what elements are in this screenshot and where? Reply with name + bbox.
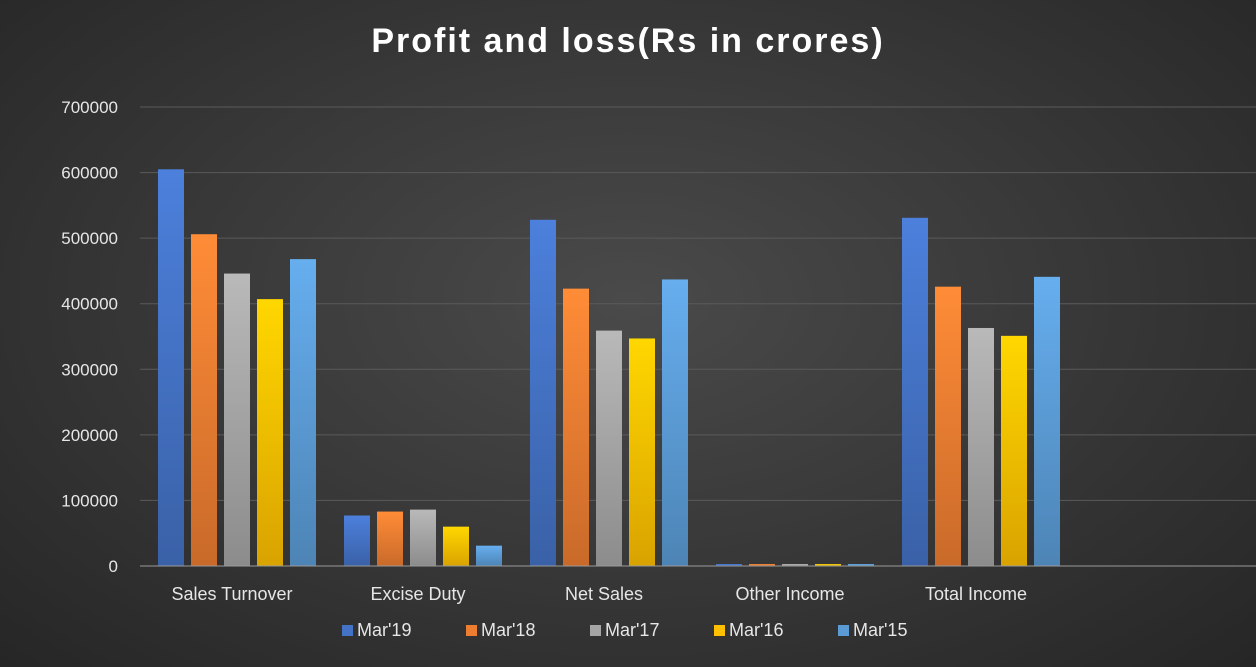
bar-mar15-sales-turnover bbox=[290, 259, 316, 566]
bar-mar16-excise-duty bbox=[443, 526, 469, 566]
y-tick-label: 500000 bbox=[61, 229, 118, 248]
legend-label: Mar'19 bbox=[357, 620, 411, 640]
x-category-label: Total Income bbox=[925, 584, 1027, 604]
y-tick-label: 600000 bbox=[61, 164, 118, 183]
legend: Mar'19 Mar'18 Mar'17 Mar'16 Mar'15 bbox=[342, 620, 907, 640]
y-tick-label: 400000 bbox=[61, 295, 118, 314]
bar-mar15-other-income bbox=[848, 564, 874, 566]
x-category-label: Sales Turnover bbox=[171, 584, 292, 604]
y-tick-label: 200000 bbox=[61, 426, 118, 445]
legend-swatch bbox=[838, 625, 849, 636]
y-tick-label: 700000 bbox=[61, 98, 118, 117]
chart-title: Profit and loss(Rs in crores) bbox=[371, 22, 884, 60]
bar-mar16-total-income bbox=[1001, 335, 1027, 566]
x-category-label: Net Sales bbox=[565, 584, 643, 604]
bar-mar16-other-income bbox=[815, 564, 841, 566]
bar-mar16-net-sales bbox=[629, 338, 655, 566]
bar-mar17-total-income bbox=[968, 327, 994, 566]
bar-mar19-sales-turnover bbox=[158, 169, 184, 567]
legend-label: Mar'17 bbox=[605, 620, 659, 640]
bar-mar18-net-sales bbox=[563, 288, 589, 566]
legend-label: Mar'16 bbox=[729, 620, 783, 640]
legend-swatch bbox=[342, 625, 353, 636]
bar-mar15-excise-duty bbox=[476, 545, 502, 566]
gridlines bbox=[140, 106, 1256, 501]
bar-mar19-total-income bbox=[902, 217, 928, 566]
y-tick-label: 100000 bbox=[61, 491, 118, 510]
bar-mar15-total-income bbox=[1034, 276, 1060, 566]
bar-mar17-other-income bbox=[782, 564, 808, 566]
bar-mar19-other-income bbox=[716, 564, 742, 566]
bars bbox=[158, 169, 1060, 567]
y-axis-ticks: 0 100000 200000 300000 400000 500000 600000 700… bbox=[61, 98, 118, 576]
legend-item: Mar'16 bbox=[714, 620, 783, 640]
legend-item: Mar'18 bbox=[466, 620, 535, 640]
legend-item: Mar'19 bbox=[342, 620, 411, 640]
x-category-label: Excise Duty bbox=[370, 584, 465, 604]
bar-mar18-other-income bbox=[749, 564, 775, 566]
legend-label: Mar'18 bbox=[481, 620, 535, 640]
bar-mar15-net-sales bbox=[662, 279, 688, 566]
bar-mar17-excise-duty bbox=[410, 509, 436, 566]
x-category-label: Other Income bbox=[735, 584, 844, 604]
bar-mar17-net-sales bbox=[596, 330, 622, 566]
bar-mar18-excise-duty bbox=[377, 511, 403, 566]
x-axis-categories: Sales Turnover Excise Duty Net Sales Other … bbox=[171, 584, 1027, 604]
y-tick-label: 0 bbox=[109, 557, 118, 576]
bar-mar19-excise-duty bbox=[344, 515, 370, 566]
legend-swatch bbox=[714, 625, 725, 636]
legend-item: Mar'17 bbox=[590, 620, 659, 640]
y-tick-label: 300000 bbox=[61, 360, 118, 379]
legend-swatch bbox=[590, 625, 601, 636]
legend-label: Mar'15 bbox=[853, 620, 907, 640]
legend-item: Mar'15 bbox=[838, 620, 907, 640]
bar-mar18-sales-turnover bbox=[191, 234, 217, 567]
bar-mar17-sales-turnover bbox=[224, 273, 250, 566]
bar-mar16-sales-turnover bbox=[257, 299, 283, 566]
legend-swatch bbox=[466, 625, 477, 636]
bar-mar19-net-sales bbox=[530, 219, 556, 567]
bar-mar18-total-income bbox=[935, 286, 961, 566]
